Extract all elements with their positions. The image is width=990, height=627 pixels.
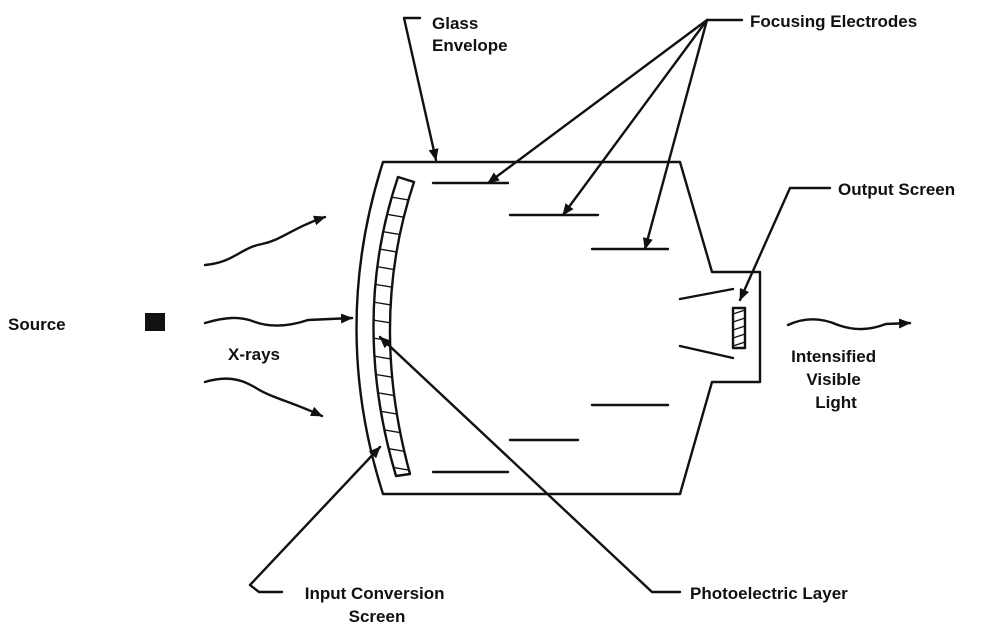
focusing-electrode-leader-3 bbox=[643, 18, 709, 251]
source-label: Source bbox=[8, 315, 66, 334]
glass-envelope-label: Glass Envelope bbox=[432, 14, 508, 55]
input-conversion-screen-label: Input Conversion Screen bbox=[305, 584, 450, 626]
output-screen-leader bbox=[738, 186, 832, 302]
focusing-electrodes-label: Focusing Electrodes bbox=[750, 12, 917, 31]
xray-arrows bbox=[203, 215, 354, 418]
input-screen-leader bbox=[248, 445, 382, 594]
glass-envelope-leader bbox=[402, 16, 439, 162]
output-screen bbox=[731, 306, 747, 350]
focusing-electrode-leader-1 bbox=[486, 18, 709, 185]
glass-envelope bbox=[355, 160, 762, 496]
photoelectric-layer-leader bbox=[378, 335, 682, 594]
focusing-electrode-leader-2 bbox=[561, 18, 709, 217]
source-block bbox=[145, 313, 165, 331]
output-screen-label: Output Screen bbox=[838, 180, 955, 199]
input-conversion-screen bbox=[372, 175, 416, 478]
visible-light-arrow bbox=[786, 318, 912, 331]
xrays-label: X-rays bbox=[228, 345, 280, 364]
intensified-visible-light-label: Intensified Visible Light bbox=[791, 347, 881, 412]
photoelectric-layer-label: Photoelectric Layer bbox=[690, 584, 848, 603]
leader-lines bbox=[248, 16, 832, 594]
